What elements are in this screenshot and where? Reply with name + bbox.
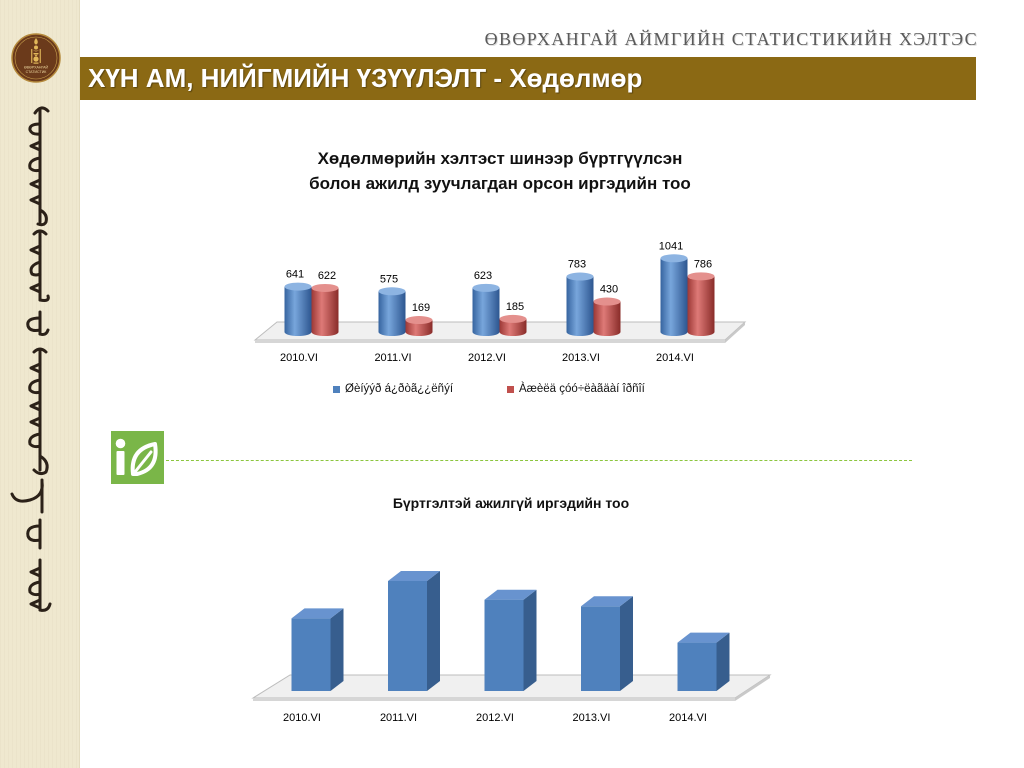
dashed-divider	[166, 460, 912, 461]
data-label-series2-2011.VI: 169	[412, 302, 430, 314]
category-label-2014.VI: 2014.VI	[656, 352, 694, 364]
bar-2014.VI	[677, 632, 730, 691]
series1-bar-2010.VI	[284, 282, 312, 336]
chart1-title: Хөдөлмөрийн хэлтэст шинээр бүртгүүлсэн б…	[250, 146, 750, 196]
bar-2012.VI	[484, 589, 537, 691]
category-label-2010.VI: 2010.VI	[280, 352, 318, 364]
mongolian-script-decoration	[10, 106, 52, 612]
organization-title: ӨВӨРХАНГАЙ АЙМГИЙН СТАТИСТИКИЙН ХЭЛТЭС	[484, 29, 978, 49]
ie-green-logo-icon	[111, 431, 164, 484]
chart1-marks: 641 622 2010.VI 575 169 2011.VI 623 185 2012.VI 7…	[280, 240, 715, 364]
bar-2013.VI	[581, 596, 633, 691]
data-label-series1-2012.VI: 623	[474, 270, 492, 282]
soyombo-emblem-icon	[31, 38, 41, 64]
series1-bar-2014.VI	[660, 254, 688, 336]
banner-title: ХҮН АМ, НИЙГМИЙН ҮЗҮҮЛЭЛТ - Хөдөлмөр	[88, 63, 643, 93]
data-label-series2-2014.VI: 786	[694, 258, 712, 270]
legend-label-1: Øèíýýð á¿ðòã¿¿ëñýí	[345, 383, 454, 395]
series2-bar-2012.VI	[499, 314, 527, 336]
series2-bar-2010.VI	[311, 283, 339, 336]
section-banner: ХҮН АМ, НИЙГМИЙН ҮЗҮҮЛЭЛТ - Хөдөлмөр	[80, 57, 976, 100]
legend-swatch-red	[507, 385, 514, 393]
sidebar: ӨВӨРХАНГАЙ СТАТИСТИК	[0, 0, 80, 768]
category-label-2012.VI: 2012.VI	[476, 712, 514, 724]
data-label-series1-2011.VI: 575	[380, 273, 398, 285]
chart2-title: Бүртгэлтэй ажилгүй иргэдийн тоо	[392, 495, 630, 511]
bar-2011.VI	[388, 571, 440, 691]
category-label-2011.VI: 2011.VI	[380, 712, 417, 724]
category-label-2011.VI: 2011.VI	[374, 352, 411, 364]
chart1-legend-item-1: Øèíýýð á¿ðòã¿¿ëñýí	[333, 382, 453, 396]
series1-bar-2013.VI	[566, 272, 594, 336]
chart1-title-line1: Хөдөлмөрийн хэлтэст шинээр бүртгүүлсэн	[317, 149, 683, 168]
category-label-2013.VI: 2013.VI	[573, 712, 611, 724]
data-label-series2-2010.VI: 622	[318, 270, 336, 282]
category-label-2014.VI: 2014.VI	[669, 712, 707, 724]
legend-label-2: Àæèëä çóó÷ëàãäàí îðñîí	[519, 383, 645, 395]
category-label-2013.VI: 2013.VI	[562, 352, 600, 364]
chart2-plot: 2010.VI 2011.VI 2012.VI 2013.VI 2014.VI	[251, 571, 772, 724]
chart2-marks: 2010.VI 2011.VI 2012.VI 2013.VI 2014.VI	[283, 571, 730, 724]
series1-bar-2011.VI	[378, 287, 406, 336]
series1-bar-2012.VI	[472, 283, 500, 336]
chart1-title-line2: болон ажилд зуучлагдан орсон иргэдийн то…	[309, 174, 691, 193]
category-label-2010.VI: 2010.VI	[283, 712, 321, 724]
legend-swatch-blue	[333, 385, 340, 393]
sidebar-graphics: ӨВӨРХАНГАЙ СТАТИСТИК	[10, 33, 61, 612]
logo-text-line2: СТАТИСТИК	[26, 70, 48, 74]
data-label-series1-2013.VI: 783	[568, 259, 586, 271]
data-label-series1-2010.VI: 641	[286, 269, 304, 281]
series2-bar-2013.VI	[593, 297, 621, 336]
statistics-logo: ӨВӨРХАНГАЙ СТАТИСТИК	[11, 33, 61, 83]
bar-2010.VI	[291, 608, 344, 691]
data-label-series2-2012.VI: 185	[506, 301, 524, 313]
data-label-series2-2013.VI: 430	[600, 284, 618, 296]
category-label-2012.VI: 2012.VI	[468, 352, 506, 364]
series2-bar-2011.VI	[405, 316, 433, 336]
chart1-plot: 641 622 2010.VI 575 169 2011.VI 623 185 2012.VI 7…	[253, 240, 747, 364]
series2-bar-2014.VI	[687, 272, 715, 336]
data-label-series1-2014.VI: 1041	[659, 240, 683, 252]
chart1-legend-item-2: Àæèëä çóó÷ëàãäàí îðñîí	[507, 382, 645, 396]
logo-text-line1: ӨВӨРХАНГАЙ	[24, 66, 49, 70]
